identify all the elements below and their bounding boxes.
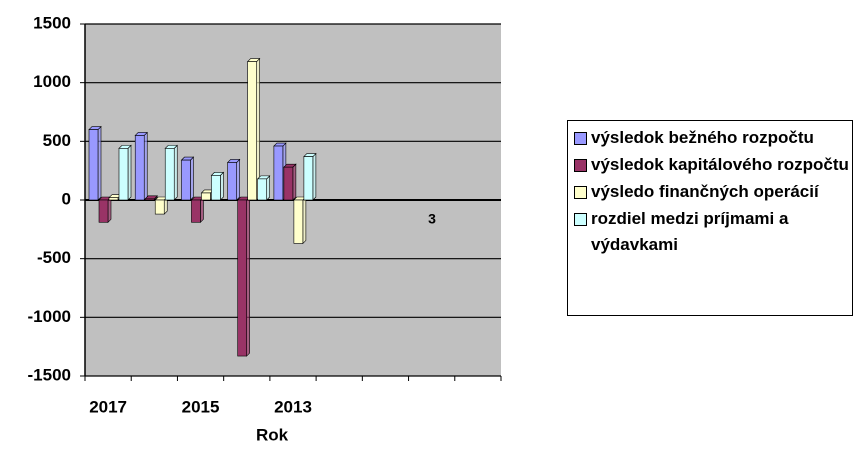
bar-face — [97, 125, 102, 201]
legend-swatch — [574, 186, 587, 199]
legend-entry: rozdiel medzi príjmami a výdavkami — [574, 206, 852, 258]
y-tick-label: 1500 — [33, 13, 71, 32]
bar-face — [191, 199, 201, 223]
bar-face — [134, 135, 145, 201]
bar — [283, 163, 297, 201]
bar-face — [211, 175, 221, 201]
bar-face — [246, 196, 250, 357]
bar-face — [181, 159, 191, 201]
bar-face — [190, 156, 194, 201]
bar-face — [144, 198, 155, 201]
bar — [190, 196, 205, 224]
bar-face — [118, 148, 129, 201]
bar — [118, 144, 132, 201]
bar-face — [88, 129, 99, 201]
bar-face — [302, 196, 307, 245]
bar — [88, 125, 102, 201]
x-tick-label: 2015 — [182, 397, 220, 416]
bar-face — [273, 145, 284, 201]
bar — [293, 196, 307, 245]
bar-face — [220, 171, 224, 201]
y-tick-label: -500 — [37, 248, 71, 267]
x-axis-title: Rok — [256, 425, 289, 444]
legend-entry: výsledok bežného rozpočtu — [574, 125, 852, 151]
bar — [303, 152, 317, 201]
bar-face — [108, 197, 119, 201]
legend-swatch — [574, 213, 587, 226]
bar — [180, 156, 195, 201]
bar-face — [173, 144, 178, 201]
y-tick-label: -1500 — [28, 365, 71, 384]
y-tick-label: -1000 — [28, 307, 71, 326]
bar-face — [283, 166, 294, 201]
legend-swatch — [574, 132, 587, 145]
bar-face — [200, 196, 204, 224]
bar-face — [247, 61, 257, 201]
bar-face — [303, 156, 314, 201]
legend-label: výsledok kapitálového rozpočtu — [591, 155, 849, 174]
legend-entry: výsledo finančných operácií — [574, 179, 852, 205]
legend-entry: výsledok kapitálového rozpočtu — [574, 152, 852, 178]
bar-face — [257, 178, 267, 201]
bar-face — [292, 163, 297, 201]
legend-label: výsledok bežného rozpočtu — [591, 128, 814, 147]
bar-face — [293, 199, 304, 244]
bar-face — [237, 199, 247, 357]
bar — [134, 131, 148, 201]
bar — [236, 196, 251, 357]
bar-face — [143, 131, 148, 201]
legend-label: rozdiel medzi príjmami a výdavkami — [591, 209, 789, 254]
y-tick-label: 0 — [62, 189, 71, 208]
x-tick-label: 2017 — [89, 397, 127, 416]
bar-face — [154, 199, 165, 215]
bar-face — [266, 175, 270, 201]
bar-face — [236, 158, 240, 201]
bar-face — [107, 196, 112, 224]
bar-face — [164, 148, 175, 201]
bar — [226, 158, 241, 201]
bar-face — [201, 192, 211, 201]
legend: výsledok bežného rozpočtu výsledok kapitá… — [567, 120, 853, 316]
bar — [256, 175, 271, 201]
bar-face — [312, 152, 317, 201]
bar — [144, 195, 158, 201]
y-tick-label: 1000 — [33, 72, 71, 91]
bar — [164, 144, 178, 201]
bar-face — [98, 199, 109, 223]
bar — [210, 171, 225, 201]
annotation: 3 — [428, 211, 436, 227]
y-tick-label: 500 — [43, 131, 71, 150]
legend-swatch — [574, 159, 587, 172]
bar-face — [127, 144, 132, 201]
bar-face — [227, 162, 237, 201]
bar — [98, 196, 112, 224]
x-tick-label: 2013 — [274, 397, 312, 416]
legend-label: výsledo finančných operácií — [591, 182, 819, 201]
